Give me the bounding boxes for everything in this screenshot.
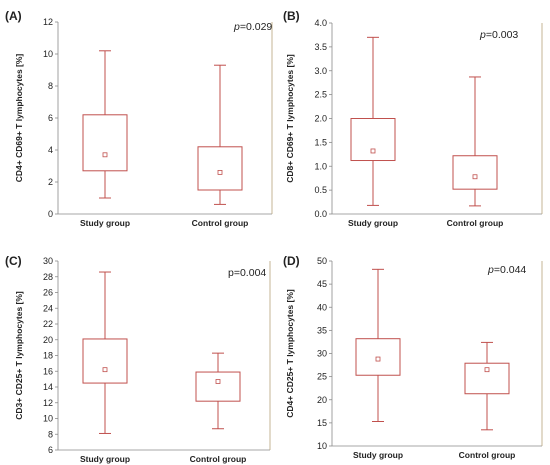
iqr-box [350, 118, 396, 162]
box-control-group [452, 76, 498, 207]
panel-letter: (A) [5, 9, 22, 23]
y-tick-label: 45 [317, 279, 327, 289]
box-control-group [464, 341, 510, 431]
panel-letter: (D) [283, 254, 300, 268]
box-study-group [355, 268, 401, 422]
iqr-box [197, 146, 243, 191]
p-value-number: =0.029 [240, 21, 273, 33]
y-tick-label: 12 [43, 17, 53, 27]
panel-letter: (B) [283, 9, 300, 23]
y-tick-label: 1.5 [314, 137, 327, 147]
box-study-group [82, 50, 128, 199]
y-tick-label: 12 [43, 398, 53, 408]
iqr-box [355, 338, 401, 376]
y-tick-label: 6 [48, 113, 53, 123]
y-axis-title: CD8+ CD69+ T lymphocytes [%] [285, 54, 295, 183]
category-label: Study group [348, 218, 398, 228]
p-value-number: =0.044 [494, 264, 527, 276]
y-tick-label: 26 [43, 288, 53, 298]
p-value-symbol: p [479, 29, 486, 41]
y-tick-label: 10 [43, 49, 53, 59]
y-axis-title: CD3+ CD25+ T lymphocytes [%] [14, 291, 24, 420]
category-label: Control group [190, 454, 247, 464]
y-tick-label: 10 [43, 414, 53, 424]
y-tick-label: 30 [317, 349, 327, 359]
y-tick-label: 0 [48, 209, 53, 219]
mean-marker [215, 379, 221, 384]
chart-panel-3: (C) 6 8 10 12 14 16 18 20 22 24 26 28 30 CD3+ CD25+ T … [5, 254, 271, 464]
y-tick-label: 22 [43, 319, 53, 329]
y-tick-label: 20 [317, 395, 327, 405]
y-tick-label: 16 [43, 366, 53, 376]
mean-marker [472, 174, 478, 180]
y-tick-label: 28 [43, 272, 53, 282]
mean-marker [102, 367, 108, 373]
chart-panel-2: (B) 0.0 0.5 1.0 1.5 2.0 2.5 3.0 3.5 4.0 CD8+ CD69+… [283, 9, 543, 228]
y-tick-label: 50 [317, 256, 327, 266]
y-tick-label: 3.0 [314, 66, 327, 76]
category-label: Study group [353, 450, 403, 460]
p-value-label: p=0.004 [228, 267, 266, 279]
chart-panel-1: (A) 0 2 4 6 8 10 12 CD4+ CD69+ T lymphocytes [%]… [5, 9, 272, 228]
y-tick-label: 4.0 [314, 18, 327, 28]
category-label: Control group [459, 450, 516, 460]
mean-marker [375, 356, 381, 362]
chart-panel-4: (D) 10 15 20 25 30 35 40 45 50 CD4+ CD25+ T lympho… [283, 254, 543, 460]
mean-marker [217, 169, 223, 175]
p-value-label: p=0.044 [487, 264, 526, 276]
y-tick-label: 25 [317, 372, 327, 382]
p-value-label: p=0.029 [233, 21, 272, 33]
y-tick-label: 20 [43, 335, 53, 345]
iqr-box [464, 362, 510, 395]
mean-marker [370, 148, 376, 154]
y-axis-title: CD4+ CD69+ T lymphocytes [%] [14, 54, 24, 183]
p-value-symbol: p [487, 264, 494, 276]
category-label: Control group [447, 218, 504, 228]
box-control-group [197, 64, 243, 205]
category-label: Control group [192, 218, 249, 228]
y-tick-label: 10 [317, 441, 327, 451]
y-tick-label: 14 [43, 382, 53, 392]
y-tick-label: 35 [317, 325, 327, 335]
box-study-group [82, 271, 128, 434]
y-tick-label: 1.0 [314, 161, 327, 171]
y-tick-label: 15 [317, 418, 327, 428]
y-tick-label: 2.5 [314, 90, 327, 100]
y-tick-label: 0.5 [314, 185, 327, 195]
mean-marker [102, 152, 108, 158]
category-label: Study group [80, 454, 130, 464]
iqr-box [82, 338, 128, 384]
p-value-symbol: p [233, 21, 240, 33]
iqr-box [452, 155, 498, 190]
p-value-number: =0.003 [486, 29, 519, 41]
iqr-box [82, 114, 128, 172]
box-control-group [195, 352, 241, 430]
category-label: Study group [80, 218, 130, 228]
y-tick-label: 40 [317, 302, 327, 312]
y-tick-label: 6 [48, 445, 53, 455]
y-tick-label: 2.0 [314, 114, 327, 124]
iqr-box [195, 371, 241, 402]
y-tick-label: 2 [48, 177, 53, 187]
y-tick-label: 18 [43, 351, 53, 361]
panel-letter: (C) [5, 254, 22, 268]
p-value-number: p=0.004 [228, 267, 266, 279]
y-tick-label: 24 [43, 303, 53, 313]
y-tick-label: 3.5 [314, 42, 327, 52]
y-tick-label: 0.0 [314, 209, 327, 219]
y-tick-label: 8 [48, 81, 53, 91]
box-study-group [350, 36, 396, 206]
mean-marker [484, 367, 490, 373]
y-tick-label: 4 [48, 145, 53, 155]
y-tick-label: 30 [43, 256, 53, 266]
p-value-label: p=0.003 [479, 29, 518, 41]
y-axis-title: CD4+ CD25+ T lymphocytes [%] [285, 289, 295, 418]
y-tick-label: 8 [48, 429, 53, 439]
